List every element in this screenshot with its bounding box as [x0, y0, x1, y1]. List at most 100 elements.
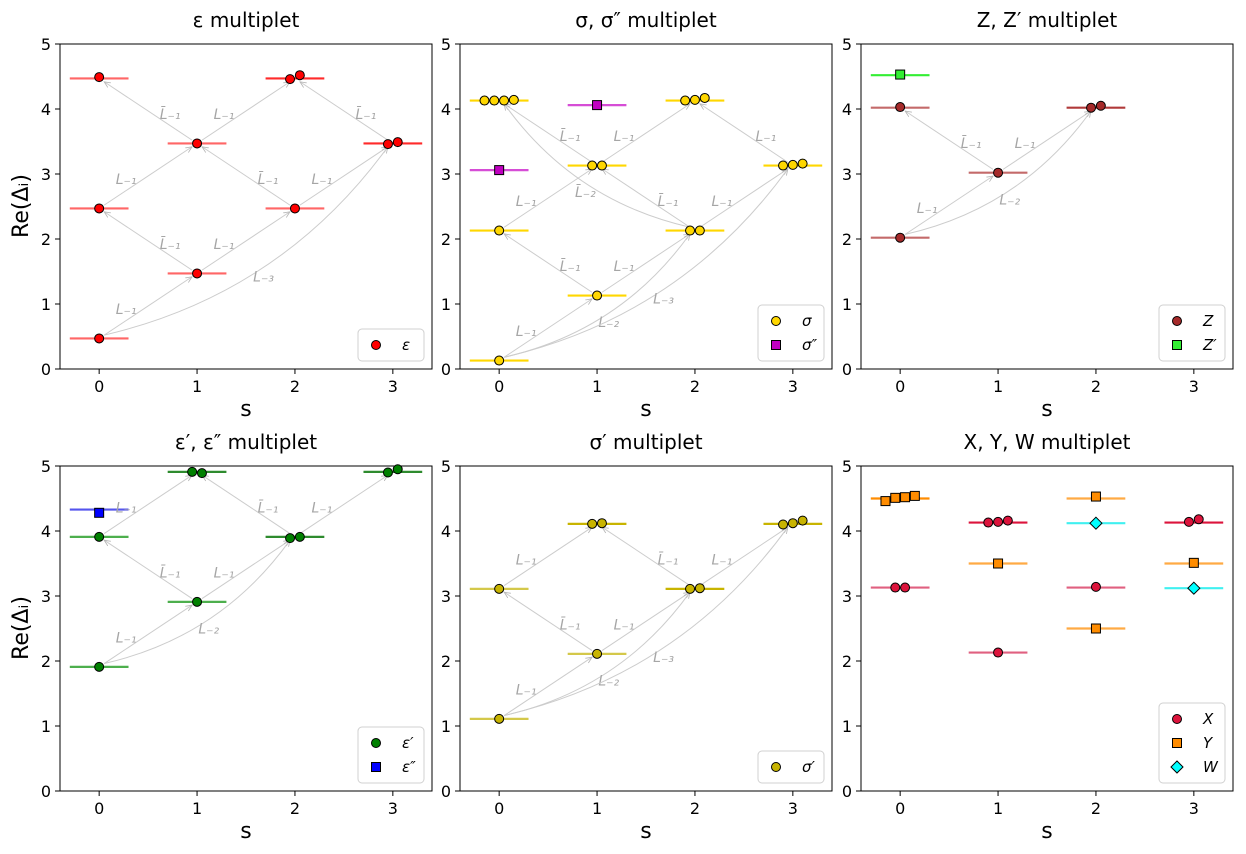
arrow-label: L₋₁ [711, 194, 732, 210]
data-point [592, 290, 603, 301]
transition-arrow [104, 82, 193, 141]
transition-arrow [601, 104, 690, 163]
transition-arrow [699, 169, 788, 228]
data-point [285, 74, 296, 85]
data-point [1188, 557, 1199, 568]
data-point [587, 160, 598, 171]
data-point [900, 492, 911, 503]
x-tick-label: 2 [1091, 377, 1101, 396]
legend-label: X [1202, 710, 1214, 728]
arrow-label: L₋₁ [1015, 136, 1036, 152]
legend-label: W [1203, 758, 1219, 776]
x-axis-label: s [240, 819, 251, 844]
data-point [494, 583, 505, 594]
x-tick-label: 2 [690, 377, 700, 396]
data-point [778, 160, 789, 171]
legend-label: ε′ [402, 734, 414, 752]
data-point [596, 518, 607, 529]
x-axis-label: s [1041, 397, 1052, 422]
y-tick-label: 4 [41, 100, 51, 119]
data-point [94, 203, 105, 214]
arrow-label: L₋₁ [614, 129, 635, 145]
x-tick-label: 3 [388, 799, 398, 818]
data-point [900, 582, 911, 593]
data-point [797, 158, 808, 169]
data-point [187, 466, 198, 477]
arrows-group: L₋₁ L̄₋₁ L₋₁ L₋₁ L̄₋₁ L₋₁ L₋₂ L₋₃ [504, 527, 788, 717]
data-point [1089, 516, 1103, 530]
transition-arrow [104, 540, 193, 599]
axes-frame [860, 465, 1234, 792]
data-point [494, 355, 505, 366]
axes-frame [59, 465, 433, 792]
x-tick-label: 3 [788, 799, 798, 818]
data-point [596, 160, 607, 171]
arrow-label: L₋₂ [598, 673, 619, 689]
y-tick-label: 1 [441, 717, 451, 736]
axes-frame [459, 43, 833, 370]
transition-arrow [504, 169, 788, 358]
data-point [1183, 516, 1194, 527]
data-point [689, 94, 700, 105]
y-tick-label: 3 [441, 165, 451, 184]
x-tick-label: 3 [1189, 799, 1199, 818]
legend-marker [1172, 340, 1182, 350]
data-point [499, 95, 510, 106]
transition-arrow [201, 212, 290, 271]
arrows-group: L₋₁ L̄₋₁ L₋₁ L₋₂ [904, 111, 1091, 235]
arrow-label: L₋₂ [198, 621, 219, 637]
x-axis-label: s [1041, 819, 1052, 844]
y-tick-label: 5 [842, 35, 852, 54]
legend-label: Z′ [1202, 336, 1217, 354]
legend-label: σ′ [802, 758, 816, 776]
data-point [880, 496, 891, 507]
legend: XYW [1158, 702, 1226, 784]
data-point [592, 100, 603, 111]
transition-arrow [104, 540, 290, 665]
legend-marker [771, 762, 781, 772]
arrow-label: L₋₁ [116, 500, 137, 516]
y-axis-label: Re(Δᵢ) [9, 596, 34, 660]
x-tick-label: 1 [192, 799, 202, 818]
transition-arrow [601, 592, 690, 651]
legend-marker [1170, 760, 1184, 774]
transition-arrow [1002, 111, 1091, 170]
legend-label: ε″ [402, 758, 416, 776]
data-point [508, 94, 519, 105]
transition-arrow [504, 104, 691, 228]
data-point [1090, 491, 1101, 502]
panel-title: Z, Z′ multiplet [977, 8, 1118, 32]
y-tick-label: 3 [41, 587, 51, 606]
data-point [192, 138, 203, 149]
panel-epsilon: ε multiplet s Re(Δᵢ) 0 1 2 3012345L₋₁L̄₋₁L₋… [9, 8, 433, 422]
y-tick-label: 5 [842, 457, 852, 476]
arrow-label: L̄₋₁ [560, 128, 581, 146]
data-point [94, 531, 105, 542]
data-point [694, 583, 705, 594]
data-point [392, 137, 403, 148]
arrow-label: L̄₋₂ [575, 184, 596, 202]
legend: ε [357, 328, 425, 362]
axes-frame [860, 43, 1234, 370]
transition-arrow [904, 176, 993, 235]
arrow-label: L̄₋₁ [160, 564, 181, 582]
data-point [94, 333, 105, 344]
transition-arrow [202, 147, 291, 206]
data-point [680, 95, 691, 106]
legend-marker [371, 762, 381, 772]
arrow-label: L₋₁ [711, 552, 732, 568]
transition-arrow [504, 234, 593, 293]
y-tick-label: 0 [41, 782, 51, 801]
y-tick-label: 1 [41, 295, 51, 314]
arrow-label: L₋₁ [116, 630, 137, 646]
arrow-label: L₋₂ [598, 315, 619, 331]
transition-arrow [300, 82, 389, 141]
panel-xyw: X, Y, W multiplet s 0 1 2 3 0 1 2 3 4 5 XYW [842, 430, 1234, 844]
y-tick-label: 3 [41, 165, 51, 184]
data-point [895, 232, 906, 243]
y-tick-label: 0 [441, 360, 451, 379]
data-point [285, 533, 296, 544]
arrow-label: L₋₃ [653, 291, 674, 307]
legend-marker [1172, 714, 1182, 724]
y-tick-label: 3 [842, 165, 852, 184]
